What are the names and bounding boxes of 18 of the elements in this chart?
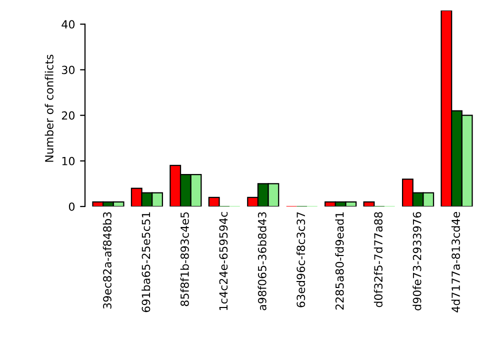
x-tick-label: d90fe73-2933976: [412, 212, 422, 310]
x-tick-label: 4d7177a-813cd4e: [451, 212, 460, 312]
bar: [363, 201, 375, 206]
x-tick-label: 1c4c24e-659594c: [219, 212, 228, 310]
x-tick-label: 2285a80-fd9ead1: [335, 212, 344, 310]
y-tick-label: 30: [62, 66, 75, 74]
bar: [208, 196, 220, 206]
x-tick-label: 39ec82a-af848b3: [102, 212, 112, 309]
x-tick-label: 85f8f1b-893c4e5: [180, 212, 189, 306]
y-tick-label: 10: [62, 156, 75, 166]
x-tick-label: a98f065-36b8d43: [258, 212, 266, 310]
x-tick-label: 63ed96c-f8c3c37: [296, 212, 306, 308]
x-tick-label: 691ba65-25e5c51: [142, 212, 150, 312]
y-tick-label: 20: [62, 111, 75, 120]
y-tick-label: 40: [62, 20, 75, 29]
x-tick-label: d0f32f5-7d77a88: [374, 212, 383, 308]
y-axis-title: Number of conflicts: [44, 54, 54, 162]
y-tick-label: 0: [68, 202, 75, 211]
